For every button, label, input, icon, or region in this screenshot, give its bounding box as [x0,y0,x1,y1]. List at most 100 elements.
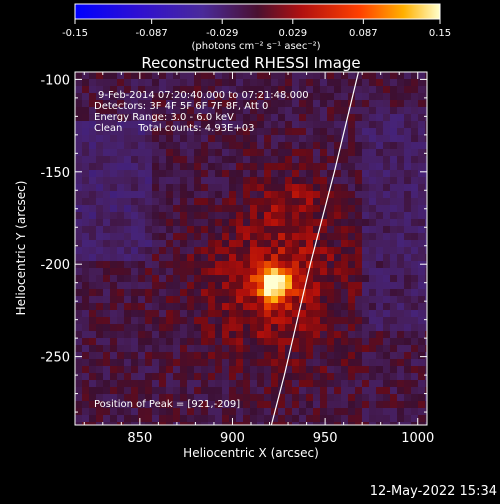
heatmap-cell [425,310,427,317]
heatmap-cell [110,415,117,422]
heatmap-cell [404,282,411,289]
heatmap-cell [411,226,418,233]
heatmap-cell [285,219,292,226]
heatmap-cell [264,254,271,261]
heatmap-cell [348,107,355,114]
heatmap-cell [152,135,159,142]
heatmap-cell [299,247,306,254]
heatmap-cell [425,254,427,261]
heatmap-cell [215,408,222,415]
heatmap-cell [194,415,201,422]
heatmap-cell [103,289,110,296]
heatmap-cell [215,324,222,331]
heatmap-cell [369,394,376,401]
heatmap-cell [180,107,187,114]
heatmap-cell [362,198,369,205]
heatmap-cell [397,289,404,296]
heatmap-cell [243,380,250,387]
heatmap-cell [236,156,243,163]
heatmap-cell [236,415,243,422]
heatmap-cell [299,149,306,156]
heatmap-cell [201,359,208,366]
heatmap-cell [306,79,313,86]
heatmap-cell [383,240,390,247]
heatmap-cell [96,387,103,394]
heatmap-cell [96,275,103,282]
heatmap-cell [152,359,159,366]
heatmap-cell [411,331,418,338]
heatmap-cell [229,184,236,191]
heatmap-cell [173,275,180,282]
heatmap-cell [397,114,404,121]
heatmap-cell [271,184,278,191]
heatmap-cell [411,394,418,401]
heatmap-cell [173,240,180,247]
heatmap-cell [285,303,292,310]
heatmap-cell [327,79,334,86]
heatmap-cell [418,79,425,86]
heatmap-cell [383,72,390,79]
heatmap-cell [425,275,427,282]
heatmap-cell [229,289,236,296]
heatmap-cell [383,310,390,317]
heatmap-cell [348,226,355,233]
heatmap-cell [285,79,292,86]
heatmap-cell [89,289,96,296]
heatmap-cell [103,415,110,422]
heatmap-cell [285,338,292,345]
heatmap-cell [299,254,306,261]
heatmap-cell [327,93,334,100]
heatmap-cell [215,254,222,261]
heatmap-cell [243,86,250,93]
heatmap-cell [82,219,89,226]
heatmap-cell [390,156,397,163]
heatmap-cell [208,359,215,366]
heatmap-cell [334,93,341,100]
heatmap-cell [334,114,341,121]
heatmap-cell [131,205,138,212]
heatmap-cell [390,380,397,387]
heatmap-cell [292,366,299,373]
heatmap-cell [257,219,264,226]
heatmap-cell [341,387,348,394]
heatmap-cell [82,303,89,310]
heatmap-cell [306,289,313,296]
heatmap-cell [376,247,383,254]
heatmap-cell [383,415,390,422]
heatmap-cell [124,289,131,296]
heatmap-cell [173,268,180,275]
heatmap-cell [229,177,236,184]
heatmap-cell [250,324,257,331]
heatmap-cell [236,128,243,135]
heatmap-cell [383,114,390,121]
heatmap-cell [82,268,89,275]
heatmap-cell [418,233,425,240]
colorbar [74,3,441,20]
heatmap-cell [236,100,243,107]
heatmap-cell [229,121,236,128]
heatmap-cell [292,275,299,282]
heatmap-cell [341,254,348,261]
heatmap-cell [418,282,425,289]
heatmap-cell [271,100,278,107]
heatmap-cell [243,317,250,324]
heatmap-cell [103,338,110,345]
heatmap-cell [327,310,334,317]
heatmap-cell [362,394,369,401]
heatmap-cell [341,205,348,212]
heatmap-cell [362,191,369,198]
heatmap-cell [208,233,215,240]
heatmap-cell [201,324,208,331]
heatmap-cell [222,282,229,289]
heatmap-cell [229,226,236,233]
heatmap-cell [341,233,348,240]
heatmap-cell [313,212,320,219]
heatmap-cell [173,387,180,394]
heatmap-cell [201,331,208,338]
heatmap-cell [264,135,271,142]
heatmap-cell [390,219,397,226]
heatmap-cell [362,233,369,240]
heatmap-cell [257,352,264,359]
heatmap-cell [299,156,306,163]
heatmap-cell [257,72,264,79]
